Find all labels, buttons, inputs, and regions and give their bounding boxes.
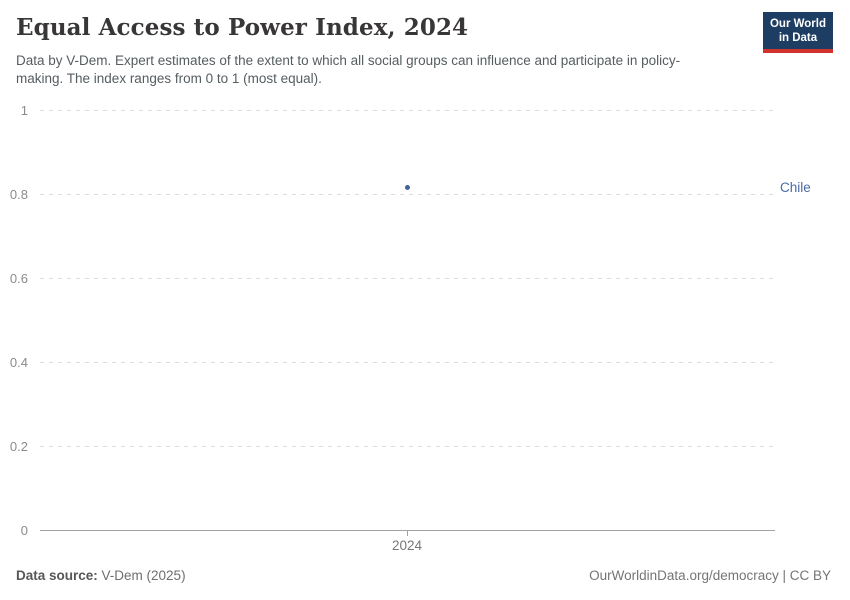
y-tick-row: 0.8 [0,186,775,202]
owid-logo[interactable]: Our World in Data [762,12,833,53]
data-point-chile[interactable] [405,185,410,190]
entity-label-chile[interactable]: Chile [780,180,811,195]
owid-url-license[interactable]: OurWorldinData.org/democracy | CC BY [589,568,831,583]
data-source-note: Data source: V-Dem (2025) [16,568,186,583]
gridline [40,362,775,363]
data-source-value: V-Dem (2025) [97,568,186,583]
y-tick-row: 1 [0,102,775,118]
x-tick-label: 2024 [391,538,423,553]
gridline [40,110,775,111]
y-tick-label: 0.2 [9,439,28,454]
gridline [40,446,775,447]
y-tick-row: 0.6 [0,270,775,286]
x-axis-line [40,530,775,531]
chart-title: Equal Access to Power Index, 2024 [16,14,469,41]
owid-logo-line2: in Data [778,32,818,44]
chart-subtitle: Data by V-Dem. Expert estimates of the e… [16,53,681,86]
y-tick-label: 0.8 [9,187,28,202]
x-tick-mark [407,531,408,536]
y-tick-label: 0.6 [9,271,28,286]
y-tick-row: 0.2 [0,438,775,454]
owid-logo-line1: Our World [769,18,826,30]
chart-footer: Data source: V-Dem (2025) OurWorldinData… [16,568,831,583]
y-tick-label: 1 [20,103,28,118]
gridline [40,194,775,195]
data-source-label: Data source: [16,568,98,583]
gridline [40,278,775,279]
y-tick-row: 0 [0,522,775,538]
y-tick-label: 0.4 [9,355,28,370]
y-tick-label: 0 [20,523,28,538]
y-tick-row: 0.4 [0,354,775,370]
